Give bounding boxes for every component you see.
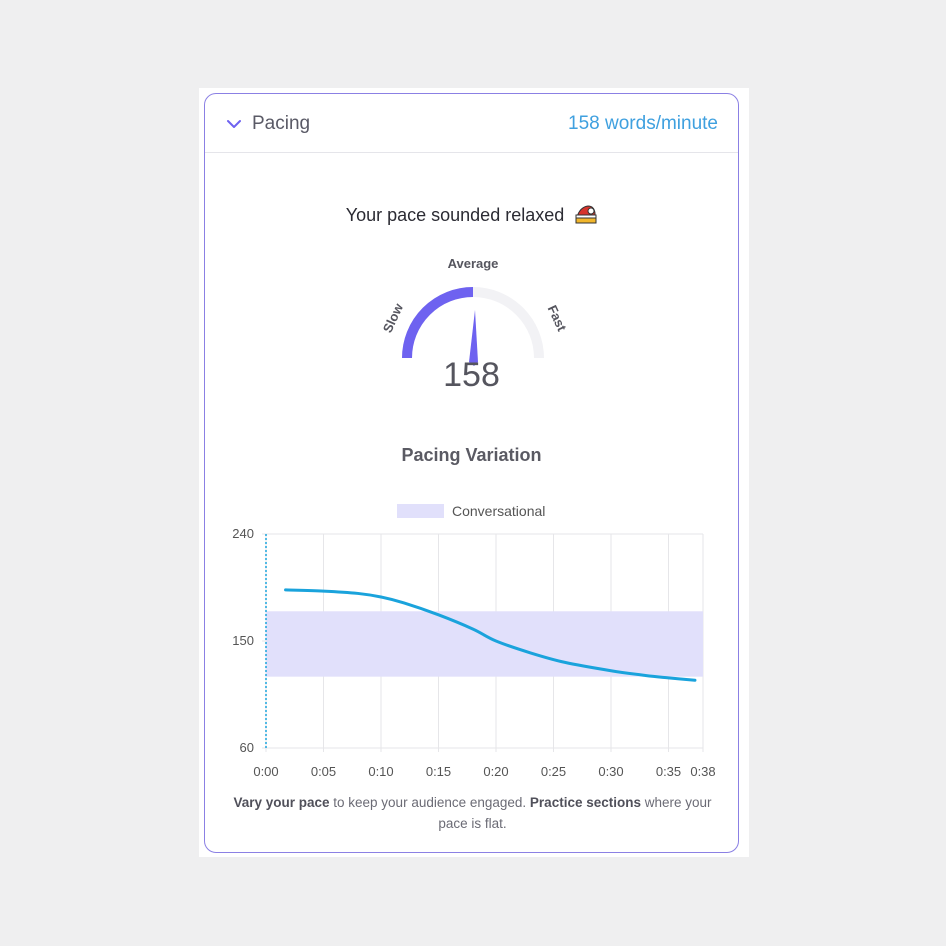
card-header[interactable]: Pacing 158 words/minute (205, 94, 738, 153)
pace-headline: Your pace sounded relaxed (205, 204, 738, 226)
pace-series-line (284, 588, 697, 682)
footnote-strong-vary: Vary your pace (233, 795, 330, 810)
pace-headline-text: Your pace sounded relaxed (345, 205, 565, 225)
x-tick-label: 0:25 (541, 764, 566, 779)
header-title: Pacing (252, 113, 311, 134)
x-tick-label: 0:38 (690, 764, 715, 779)
pacing-variation-title: Pacing Variation (401, 445, 542, 465)
chevron-down-icon[interactable] (225, 115, 243, 133)
pacing-variation-chart: 0:00 0:05 0:10 0:15 0:20 0:25 0:30 0:35 0:38 240 1… (232, 526, 715, 779)
x-tick-label: 0:05 (311, 764, 336, 779)
gauge-label-average: Average (448, 256, 499, 271)
header-pace-value: 158 words/minute (568, 113, 718, 134)
gauge-fill (402, 287, 474, 359)
conversational-band (266, 611, 703, 677)
x-tick-label: 0:35 (656, 764, 681, 779)
x-tick-label: 0:15 (426, 764, 451, 779)
y-tick-label: 60 (240, 740, 254, 755)
pace-gauge: Average Slow Fast (380, 256, 570, 366)
y-tick-label: 240 (232, 526, 254, 541)
pacing-card: Pacing 158 words/minute Your pace sounde… (204, 93, 739, 853)
y-tick-label: 150 (232, 633, 254, 648)
x-tick-label: 0:00 (253, 764, 278, 779)
gauge-label-slow: Slow (380, 300, 407, 335)
sleeping-cap-emoji-icon (575, 205, 597, 224)
gauge-label-fast: Fast (545, 303, 570, 334)
footnote-strong-practice: Practice sections (529, 795, 641, 810)
x-tick-label: 0:30 (598, 764, 623, 779)
legend-swatch-conversational (397, 504, 444, 518)
footnote-text-1: to keep your audience engaged. (329, 795, 530, 810)
gauge-value: 158 (443, 356, 500, 394)
gauge-needle (469, 310, 478, 366)
pacing-footnote: Vary your pace to keep your audience eng… (225, 792, 720, 834)
canvas: Pacing 158 words/minute Your pace sounde… (199, 88, 749, 857)
x-tick-label: 0:10 (368, 764, 393, 779)
footnote-text-2: where your pace is flat. (438, 795, 712, 831)
legend-label-conversational: Conversational (452, 503, 546, 519)
chart-legend[interactable]: Conversational (397, 503, 545, 519)
x-tick-label: 0:20 (483, 764, 508, 779)
